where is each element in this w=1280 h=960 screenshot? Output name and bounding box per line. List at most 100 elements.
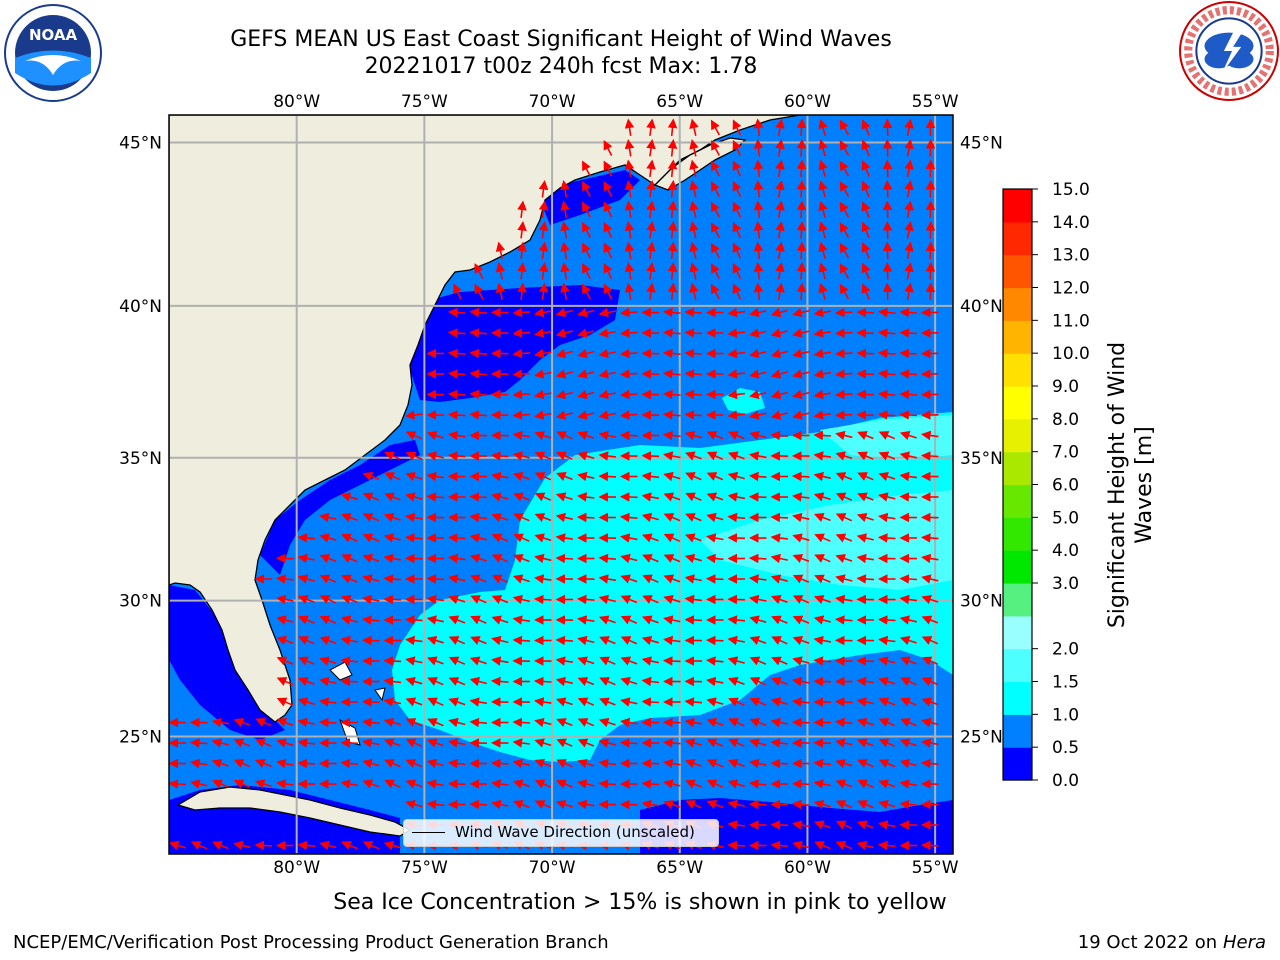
colorbar-segment <box>1003 451 1032 486</box>
wind-wave-arrow <box>513 554 530 563</box>
wind-wave-arrow <box>792 595 810 604</box>
wind-wave-arrow <box>904 159 914 178</box>
wind-wave-arrow <box>770 758 789 769</box>
wind-wave-arrow <box>297 553 316 564</box>
wind-wave-arrow <box>684 430 702 441</box>
wind-wave-arrow <box>495 282 506 300</box>
wind-wave-arrow <box>857 492 874 502</box>
wind-wave-arrow <box>878 492 896 502</box>
wind-wave-arrow <box>447 451 466 461</box>
wind-wave-arrow <box>341 513 358 522</box>
wind-wave-arrow <box>534 369 552 379</box>
wind-wave-arrow <box>727 307 746 318</box>
wind-wave-arrow <box>877 328 896 338</box>
wind-wave-arrow <box>921 430 939 441</box>
wind-wave-arrow <box>490 451 509 461</box>
wind-wave-arrow <box>727 492 746 502</box>
wind-wave-arrow <box>254 840 273 851</box>
wind-wave-arrow <box>878 697 896 707</box>
wind-wave-arrow <box>340 615 358 625</box>
wind-wave-arrow <box>495 241 506 259</box>
wind-wave-arrow <box>727 635 746 646</box>
wind-wave-arrow <box>598 451 616 461</box>
wind-wave-arrow <box>599 697 616 707</box>
wind-wave-arrow <box>663 533 681 543</box>
wind-wave-arrow <box>538 262 549 280</box>
wind-wave-arrow <box>340 758 359 769</box>
wind-wave-arrow <box>555 512 573 523</box>
wind-wave-arrow <box>538 241 549 260</box>
colorbar-tick-label: 7.0 <box>1052 443 1079 463</box>
wind-wave-arrow <box>770 820 789 830</box>
wind-wave-arrow <box>770 533 788 543</box>
wind-wave-arrow <box>749 718 767 727</box>
wind-wave-arrow <box>921 636 939 645</box>
wind-wave-arrow <box>861 262 871 280</box>
wind-wave-arrow <box>663 635 681 646</box>
wind-wave-arrow <box>900 677 917 686</box>
colorbar-tick-label: 6.0 <box>1052 476 1079 496</box>
wind-wave-arrow <box>814 841 831 850</box>
wind-wave-arrow <box>319 533 337 543</box>
wind-wave-arrow <box>362 553 380 564</box>
wind-wave-arrow <box>878 635 896 646</box>
wind-wave-arrow <box>276 635 294 646</box>
wind-wave-arrow <box>662 328 681 338</box>
wind-wave-arrow <box>792 389 810 400</box>
wind-wave-arrow <box>813 451 832 461</box>
wind-wave-arrow <box>727 594 746 605</box>
lat-label-right: 35°N <box>960 449 1003 469</box>
wind-wave-arrow <box>362 841 380 850</box>
wind-wave-arrow <box>646 200 656 219</box>
wind-wave-arrow <box>448 656 466 666</box>
wind-wave-arrow <box>921 574 939 584</box>
wind-wave-arrow <box>276 779 294 789</box>
wind-wave-arrow <box>340 676 359 687</box>
wind-wave-arrow <box>882 282 893 301</box>
wind-wave-arrow <box>770 717 789 728</box>
chart-title: GEFS MEAN US East Coast Significant Heig… <box>230 27 892 52</box>
wind-wave-arrow <box>555 656 574 666</box>
wind-wave-arrow <box>710 222 721 238</box>
wind-wave-arrow <box>882 200 893 219</box>
wind-wave-arrow <box>577 677 595 686</box>
wind-wave-arrow <box>684 697 703 707</box>
wind-wave-arrow <box>710 201 721 218</box>
wind-wave-arrow <box>770 389 788 400</box>
wind-wave-arrow <box>577 348 595 359</box>
wind-wave-arrow <box>904 200 914 219</box>
wind-wave-arrow <box>667 179 678 198</box>
wind-wave-arrow <box>340 656 359 666</box>
wind-wave-arrow <box>448 738 466 748</box>
wind-wave-arrow <box>576 594 595 605</box>
wind-wave-arrow <box>577 799 595 810</box>
colorbar-segment <box>1003 418 1032 453</box>
wind-wave-arrow <box>835 758 853 769</box>
wind-wave-arrow <box>619 328 638 338</box>
wind-wave-arrow <box>491 595 509 604</box>
wind-wave-arrow <box>641 799 660 810</box>
wind-wave-arrow <box>856 574 875 584</box>
wind-wave-arrow <box>619 369 638 379</box>
wind-wave-arrow <box>255 738 272 748</box>
wind-wave-arrow <box>469 533 487 543</box>
wind-wave-arrow <box>534 430 552 441</box>
wind-wave-arrow <box>728 697 745 707</box>
wind-wave-arrow <box>297 840 316 851</box>
wind-wave-arrow <box>753 241 764 260</box>
colorbar-label-line2: Waves [m] <box>1132 426 1157 543</box>
wind-wave-arrow <box>582 180 591 197</box>
wind-wave-arrow <box>556 431 573 440</box>
wind-wave-arrow <box>728 738 745 748</box>
wind-wave-arrow <box>710 263 721 279</box>
wind-wave-arrow <box>534 410 552 420</box>
wind-wave-arrow <box>534 307 552 318</box>
wind-wave-arrow <box>577 758 595 769</box>
wind-wave-arrow <box>624 139 635 157</box>
wind-wave-arrow <box>857 800 874 809</box>
wind-wave-arrow <box>646 282 656 301</box>
wind-wave-arrow <box>835 533 853 543</box>
wind-wave-arrow <box>598 471 617 482</box>
wind-wave-arrow <box>233 738 251 748</box>
